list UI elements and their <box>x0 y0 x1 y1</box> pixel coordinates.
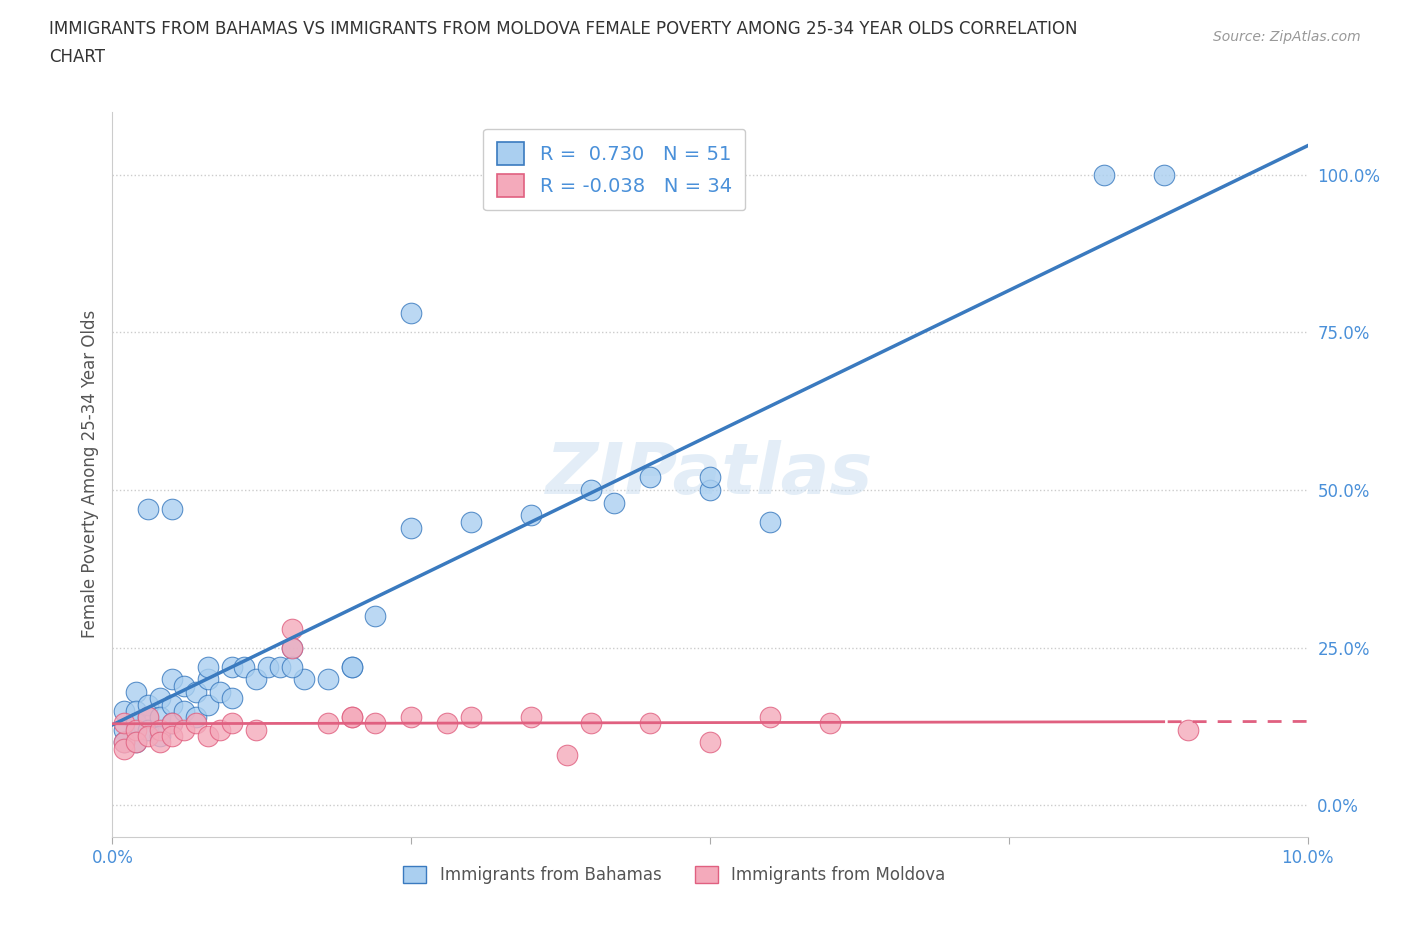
Text: ZIPatlas: ZIPatlas <box>547 440 873 509</box>
Point <box>114 716 135 731</box>
Point <box>125 684 148 699</box>
Point <box>281 659 304 674</box>
Point <box>138 501 160 516</box>
Point <box>1177 723 1199 737</box>
Point <box>149 710 172 724</box>
Point <box>114 723 135 737</box>
Point <box>186 716 208 731</box>
Point <box>640 470 662 485</box>
Text: IMMIGRANTS FROM BAHAMAS VS IMMIGRANTS FROM MOLDOVA FEMALE POVERTY AMONG 25-34 YE: IMMIGRANTS FROM BAHAMAS VS IMMIGRANTS FR… <box>49 20 1078 38</box>
Point <box>401 521 423 536</box>
Point <box>221 691 243 706</box>
Point <box>209 723 232 737</box>
Point <box>281 621 304 636</box>
Point <box>699 735 721 750</box>
Point <box>364 609 387 624</box>
Point <box>340 659 363 674</box>
Point <box>162 698 183 712</box>
Point <box>138 710 160 724</box>
Point <box>197 728 219 743</box>
Point <box>125 716 148 731</box>
Y-axis label: Female Poverty Among 25-34 Year Olds: Female Poverty Among 25-34 Year Olds <box>80 311 98 638</box>
Point <box>436 716 458 731</box>
Point <box>460 710 482 724</box>
Point <box>221 659 243 674</box>
Point <box>162 716 183 731</box>
Point <box>149 691 172 706</box>
Point <box>173 678 195 693</box>
Point <box>125 723 148 737</box>
Point <box>197 698 219 712</box>
Point <box>340 659 363 674</box>
Point <box>640 716 662 731</box>
Point <box>138 710 160 724</box>
Point <box>173 723 195 737</box>
Point <box>186 710 208 724</box>
Point <box>162 501 183 516</box>
Point <box>138 723 160 737</box>
Point <box>114 703 135 718</box>
Point <box>281 641 304 656</box>
Point <box>114 735 135 750</box>
Text: CHART: CHART <box>49 48 105 66</box>
Point <box>364 716 387 731</box>
Point <box>520 508 543 523</box>
Point <box>162 671 183 686</box>
Point <box>138 698 160 712</box>
Point <box>340 710 363 724</box>
Point <box>579 716 602 731</box>
Point <box>149 723 172 737</box>
Point <box>114 741 135 756</box>
Point <box>520 710 543 724</box>
Point <box>579 483 602 498</box>
Legend: Immigrants from Bahamas, Immigrants from Moldova: Immigrants from Bahamas, Immigrants from… <box>392 856 956 894</box>
Point <box>138 728 160 743</box>
Point <box>1153 167 1175 182</box>
Point <box>316 716 339 731</box>
Point <box>555 748 578 763</box>
Point <box>269 659 291 674</box>
Point <box>759 710 782 724</box>
Point <box>316 671 339 686</box>
Point <box>699 470 721 485</box>
Point <box>209 684 232 699</box>
Point <box>114 735 135 750</box>
Point <box>233 659 256 674</box>
Point <box>401 710 423 724</box>
Point <box>460 514 482 529</box>
Point <box>125 735 148 750</box>
Point <box>1094 167 1116 182</box>
Point <box>173 703 195 718</box>
Point <box>603 496 626 511</box>
Point <box>281 641 304 656</box>
Point <box>340 710 363 724</box>
Point <box>125 703 148 718</box>
Point <box>162 716 183 731</box>
Point <box>257 659 280 674</box>
Point <box>149 728 172 743</box>
Point <box>125 735 148 750</box>
Text: Source: ZipAtlas.com: Source: ZipAtlas.com <box>1213 30 1361 44</box>
Point <box>818 716 841 731</box>
Point <box>162 728 183 743</box>
Point <box>186 684 208 699</box>
Point <box>245 671 267 686</box>
Point <box>197 659 219 674</box>
Point <box>699 483 721 498</box>
Point <box>245 723 267 737</box>
Point <box>292 671 315 686</box>
Point <box>197 671 219 686</box>
Point <box>759 514 782 529</box>
Point <box>149 735 172 750</box>
Point <box>221 716 243 731</box>
Point <box>401 306 423 321</box>
